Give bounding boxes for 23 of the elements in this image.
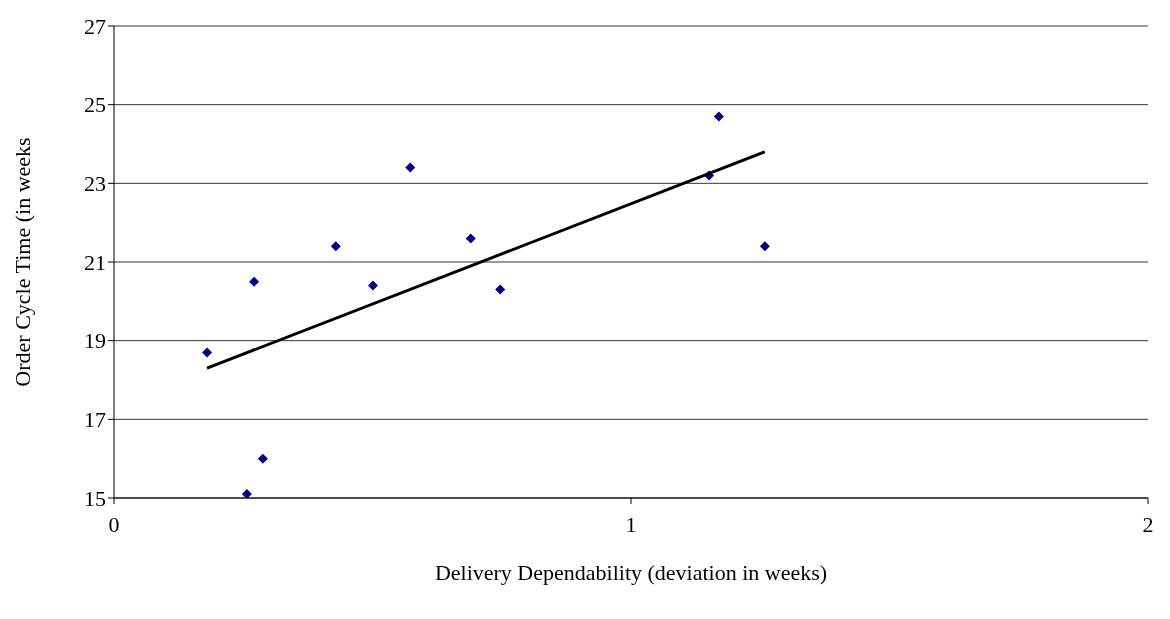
y-tick-label: 19 [84, 328, 106, 354]
y-tick-label: 25 [84, 92, 106, 118]
point [368, 280, 379, 291]
y-tick-label: 17 [84, 407, 106, 433]
x-axis-title: Delivery Dependability (deviation in weeks) [434, 560, 828, 585]
y-tick-label: 21 [84, 249, 106, 275]
point [465, 233, 476, 244]
y-tick-label: 15 [84, 485, 106, 511]
point [713, 111, 724, 122]
x-tick-label: 0 [108, 511, 120, 537]
y-tick-label: 23 [84, 171, 106, 197]
point [257, 453, 268, 464]
x-tick-label: 1 [625, 511, 637, 537]
point [759, 241, 770, 252]
point [405, 162, 416, 173]
y-tick-label: 27 [84, 13, 106, 39]
point [202, 347, 213, 358]
point [495, 284, 506, 295]
point [241, 489, 252, 498]
point [330, 241, 341, 252]
y-axis-title: Order Cycle Time (in weeks [9, 137, 35, 387]
x-tick-label: 2 [1142, 511, 1154, 537]
point [249, 276, 260, 287]
